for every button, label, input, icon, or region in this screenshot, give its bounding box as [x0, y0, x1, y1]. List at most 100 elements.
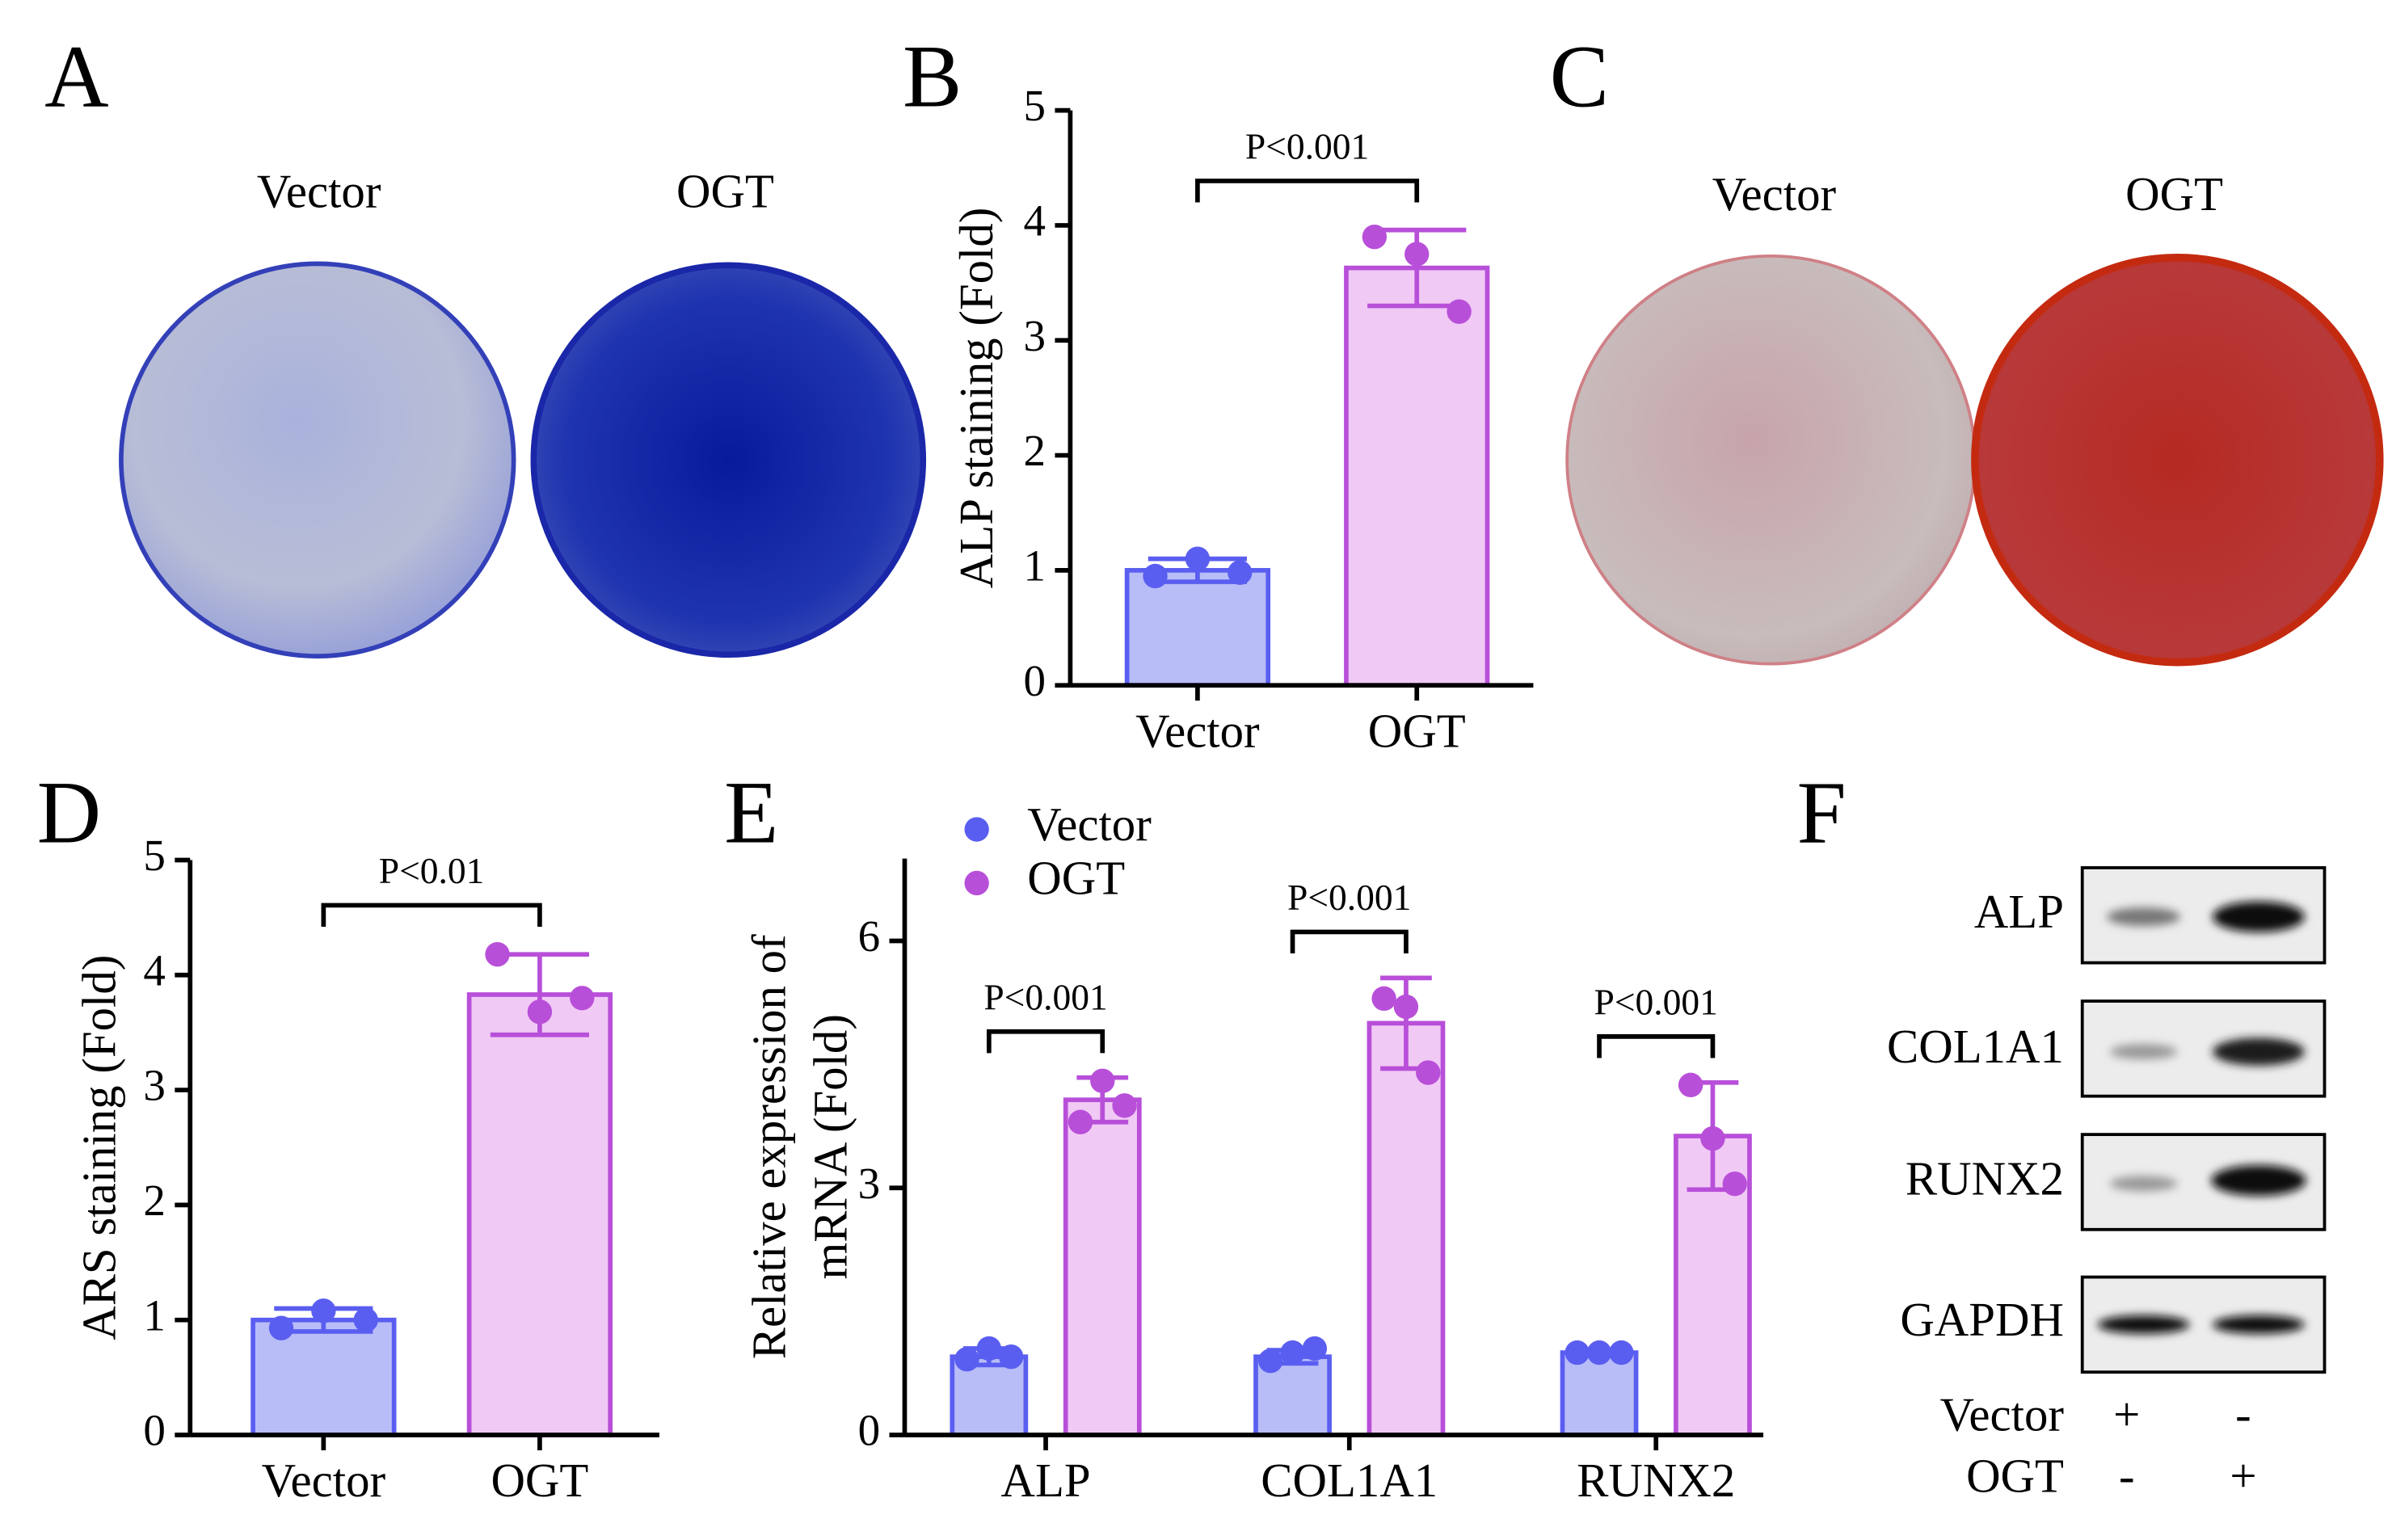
y-tick-label: 0: [1024, 656, 1046, 705]
y-tick-label: 2: [1024, 426, 1046, 475]
data-point: [1090, 1068, 1115, 1093]
y-tick-label: 1: [1024, 541, 1046, 590]
data-point: [1068, 1109, 1093, 1134]
plate-image: [119, 261, 516, 658]
band: [2213, 901, 2305, 932]
condition-mark: +: [2230, 1450, 2256, 1502]
y-tick-label: 0: [858, 1406, 881, 1455]
x-tick-label: OGT: [1368, 705, 1466, 757]
panel-a: Vector OGT: [119, 165, 927, 658]
bar: [1063, 1097, 1142, 1437]
band: [2109, 1176, 2178, 1192]
x-tick-label: COL1A1: [1261, 1454, 1438, 1507]
panel-c: Vector OGT: [1565, 168, 2384, 667]
plate-image: [1971, 254, 2384, 667]
y-tick-label: 5: [1024, 81, 1046, 130]
condition-mark: -: [2119, 1450, 2135, 1502]
y-tick-label: 1: [143, 1290, 166, 1340]
band: [2109, 1044, 2178, 1060]
significance-bracket: [1290, 929, 1409, 954]
plate-image: [1565, 254, 1977, 666]
data-point: [1258, 1349, 1283, 1374]
panel-label: E: [724, 763, 778, 861]
data-point: [1185, 546, 1211, 571]
data-point: [527, 999, 553, 1025]
band-label: RUNX2: [1906, 1152, 2064, 1205]
bar: [1367, 1020, 1446, 1437]
data-point: [1416, 1060, 1441, 1085]
legend-marker: [964, 870, 989, 896]
panel-label: D: [37, 763, 101, 861]
significance-label: P<0.001: [1245, 125, 1369, 166]
panel-label: A: [44, 27, 108, 126]
y-tick-label: 6: [858, 911, 881, 961]
x-tick-label: OGT: [491, 1454, 588, 1507]
x-tick-label: RUNX2: [1577, 1454, 1735, 1507]
data-point: [1586, 1340, 1612, 1365]
band-label: GAPDH: [1900, 1294, 2064, 1346]
significance-bracket: [1597, 1034, 1716, 1058]
bar: [1124, 568, 1271, 688]
bar: [1560, 1350, 1639, 1437]
panel-label: C: [1550, 27, 1609, 126]
x-tick-label: Vector: [1135, 705, 1260, 757]
significance-bracket: [987, 1029, 1105, 1054]
data-point: [570, 986, 595, 1011]
legend-marker: [964, 817, 989, 842]
x-tick-label: ALP: [1000, 1454, 1090, 1507]
data-point: [1609, 1340, 1634, 1365]
data-point: [1362, 224, 1388, 250]
data-point: [1678, 1072, 1703, 1098]
bar: [466, 992, 613, 1437]
panel-label: B: [903, 27, 962, 126]
y-tick-label: 4: [143, 945, 166, 995]
x-tick-label: Vector: [262, 1454, 386, 1507]
condition-mark: +: [2113, 1389, 2140, 1441]
significance-label: P<0.001: [1287, 877, 1411, 918]
data-point: [311, 1298, 336, 1323]
y-tick-label: 3: [143, 1061, 166, 1110]
y-tick-label: 4: [1024, 196, 1046, 246]
y-tick-label: 3: [1024, 311, 1046, 360]
data-point: [1280, 1340, 1305, 1365]
significance-bracket: [321, 903, 542, 928]
y-tick-label: 0: [143, 1406, 166, 1455]
plate-image: [530, 262, 927, 658]
significance-label: P<0.01: [379, 850, 485, 891]
data-point: [1143, 563, 1168, 589]
data-point: [976, 1336, 1002, 1361]
band-label: COL1A1: [1887, 1020, 2064, 1073]
y-axis-label: ARS staining (Fold): [74, 955, 126, 1340]
data-point: [353, 1307, 378, 1332]
data-point: [998, 1344, 1024, 1370]
legend-label: OGT: [1027, 852, 1125, 904]
condition-mark: -: [2235, 1389, 2251, 1441]
band: [2213, 1037, 2305, 1066]
band: [2211, 1165, 2306, 1197]
band: [2107, 907, 2181, 927]
band: [2097, 1315, 2190, 1334]
y-tick-label: 5: [143, 831, 166, 880]
data-point: [1302, 1336, 1328, 1361]
y-tick-label: 3: [858, 1159, 881, 1208]
plate-label: Vector: [257, 165, 381, 217]
data-point: [485, 941, 510, 967]
data-point: [1393, 994, 1419, 1020]
data-point: [1447, 299, 1472, 324]
data-point: [268, 1315, 294, 1340]
plate-label: Vector: [1712, 168, 1837, 221]
condition-label: OGT: [1966, 1450, 2064, 1502]
significance-bracket: [1195, 179, 1420, 203]
y-axis-label: mRNA (Fold): [805, 1014, 857, 1279]
data-point: [1700, 1126, 1725, 1151]
plate-label: OGT: [2125, 168, 2223, 221]
data-point: [1371, 986, 1396, 1012]
data-point: [1112, 1093, 1137, 1118]
significance-label: P<0.001: [983, 976, 1107, 1017]
band-label: ALP: [1974, 886, 2064, 938]
data-point: [1564, 1340, 1590, 1365]
bar: [1344, 265, 1490, 688]
y-tick-label: 2: [143, 1176, 166, 1225]
data-point: [1404, 242, 1430, 267]
